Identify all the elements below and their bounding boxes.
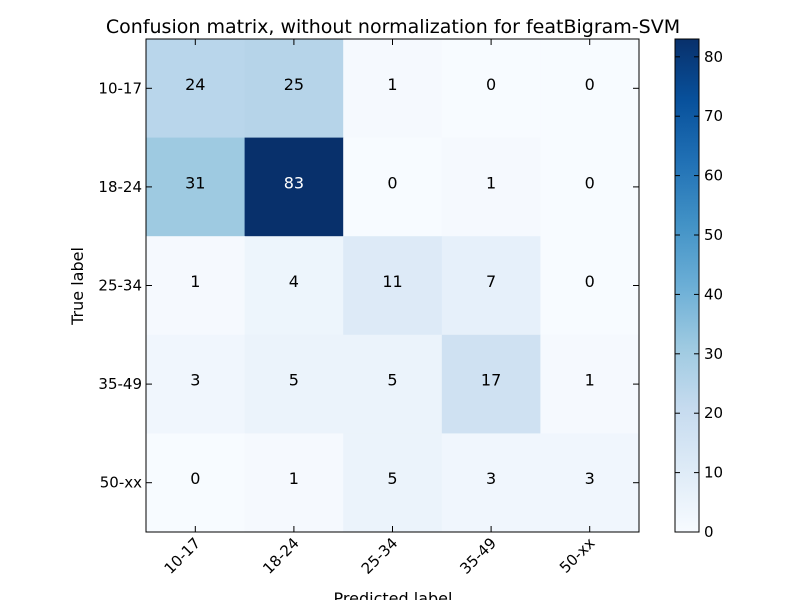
heatmap-cell	[146, 433, 246, 533]
y-axis-label: True label	[68, 247, 87, 326]
x-axis-label: Predicted label	[334, 589, 453, 600]
heatmap-cell	[343, 39, 443, 139]
cell-value-label: 25	[284, 75, 304, 94]
cell-value-label: 5	[289, 371, 299, 390]
heatmap-cell	[244, 334, 344, 434]
y-tick-label: 50-xx	[100, 474, 142, 492]
colorbar-tick-label: 50	[704, 226, 723, 244]
heatmap-cell	[343, 137, 443, 237]
heatmap-cell	[540, 433, 640, 533]
y-tick-label: 18-24	[98, 178, 142, 196]
y-axis-ticks: 10-17 18-24 25-34 35-49 50-xx	[98, 79, 639, 492]
y-tick-label: 25-34	[98, 277, 142, 295]
cell-value-label: 5	[387, 469, 397, 488]
cell-value-label: 17	[481, 371, 501, 390]
heatmap-cell	[540, 137, 640, 237]
cell-value-label: 1	[585, 371, 595, 390]
heatmap-cell	[441, 137, 541, 237]
cell-value-label: 0	[585, 272, 595, 291]
heatmap-cell	[540, 39, 640, 139]
cell-value-label: 83	[284, 173, 304, 192]
cell-value-label: 7	[486, 272, 496, 291]
cell-value-label: 0	[190, 469, 200, 488]
cell-value-label: 31	[185, 173, 205, 192]
colorbar	[674, 38, 700, 533]
cell-value-label: 0	[585, 75, 595, 94]
heatmap-cell-labels: 24 25 1 0 0 31 83 0 1 0 1 4 11 7 0 3 5 5 17 1 0 1 5 3 3	[185, 75, 595, 488]
heatmap-cell	[343, 334, 443, 434]
cell-value-label: 1	[387, 75, 397, 94]
y-tick-label: 35-49	[98, 375, 142, 393]
cell-value-label: 1	[190, 272, 200, 291]
heatmap-cell	[146, 236, 246, 336]
x-tick-label: 50-xx	[556, 534, 599, 577]
colorbar-tick-label: 10	[704, 464, 723, 482]
cell-value-label: 0	[486, 75, 496, 94]
colorbar-tick-label: 20	[704, 404, 723, 422]
heatmap-cell	[146, 334, 246, 434]
chart-title: Confusion matrix, without normalization …	[106, 16, 680, 38]
heatmap-cell	[441, 236, 541, 336]
heatmap-cell	[146, 137, 246, 237]
colorbar-tick-label: 40	[704, 285, 723, 303]
colorbar-ticks: 0 10 20 30 40 50 60 70 80	[675, 48, 723, 541]
heatmap-cell	[343, 433, 443, 533]
cell-value-label: 11	[382, 272, 402, 291]
heatmap-cell	[146, 39, 246, 139]
y-tick-label: 10-17	[98, 79, 142, 97]
cell-value-label: 4	[289, 272, 299, 291]
heatmap-cells	[146, 39, 640, 533]
heatmap-cell	[441, 39, 541, 139]
colorbar-tick-label: 0	[704, 523, 714, 541]
heatmap-cell	[441, 433, 541, 533]
cell-value-label: 0	[387, 173, 397, 192]
cell-value-label: 0	[585, 173, 595, 192]
colorbar-tick-label: 70	[704, 107, 723, 125]
heatmap-cell	[540, 334, 640, 434]
heatmap-cell	[441, 334, 541, 434]
cell-value-label: 5	[387, 371, 397, 390]
heatmap-cell	[540, 236, 640, 336]
cell-value-label: 3	[190, 371, 200, 390]
x-tick-label: 35-49	[456, 534, 500, 578]
heatmap-cell	[343, 236, 443, 336]
colorbar-tick-label: 60	[704, 167, 723, 185]
cell-value-label: 24	[185, 75, 205, 94]
x-tick-label: 10-17	[161, 534, 205, 578]
heatmap-cell	[244, 137, 344, 237]
heatmap-cell	[244, 39, 344, 139]
heatmap-cell	[244, 433, 344, 533]
heatmap-cell	[244, 236, 344, 336]
colorbar-tick-label: 80	[704, 48, 723, 66]
x-tick-label: 25-34	[358, 534, 402, 578]
colorbar-tick-label: 30	[704, 345, 723, 363]
cell-value-label: 1	[486, 173, 496, 192]
cell-value-label: 3	[585, 469, 595, 488]
cell-value-label: 1	[289, 469, 299, 488]
x-tick-label: 18-24	[259, 534, 303, 578]
cell-value-label: 3	[486, 469, 496, 488]
